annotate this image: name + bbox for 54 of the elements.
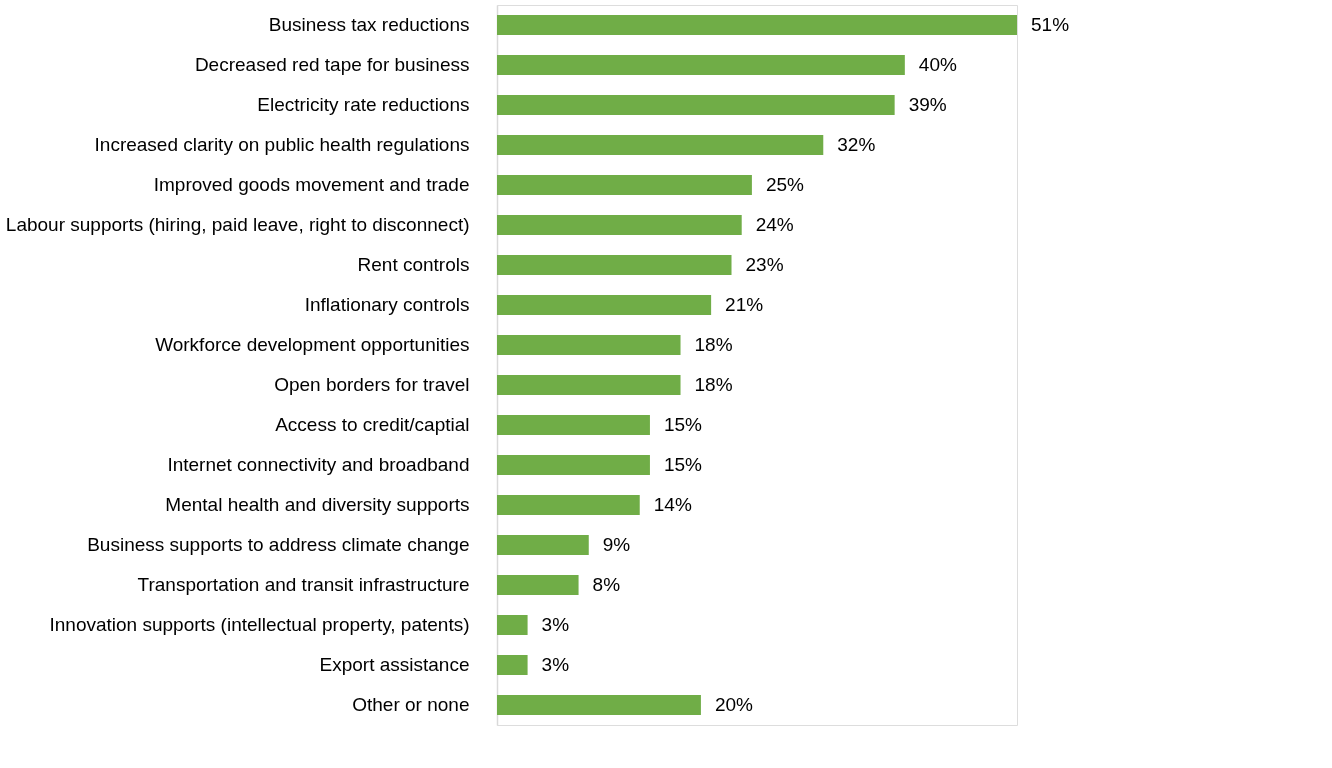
bar: [497, 175, 752, 195]
data-label: 15%: [663, 414, 703, 435]
y-tick-label: Decreased red tape for business: [194, 54, 470, 75]
data-label: 9%: [602, 534, 631, 555]
y-tick-label: Other or none: [352, 694, 470, 715]
y-tick-label: Rent controls: [357, 254, 470, 275]
data-label: 18%: [694, 334, 733, 355]
y-tick-label: Workforce development opportunities: [155, 334, 470, 355]
y-tick-label: Inflationary controls: [304, 294, 470, 315]
data-label: 15%: [663, 454, 703, 475]
bar: [497, 295, 712, 315]
y-tick-label: Business tax reductions: [268, 14, 470, 35]
bar: [497, 615, 528, 635]
bar: [497, 335, 681, 355]
y-tick-label: Internet connectivity and broadband: [167, 454, 470, 475]
bar: [497, 535, 589, 555]
data-label: 3%: [541, 654, 570, 675]
data-label: 40%: [918, 54, 957, 75]
data-label: 14%: [653, 494, 692, 515]
y-tick-label: Electricity rate reductions: [257, 94, 470, 115]
data-label: 3%: [541, 614, 570, 635]
bar: [497, 415, 650, 435]
bar: [497, 495, 640, 515]
y-tick-label: Access to credit/captial: [275, 414, 470, 435]
data-label: 32%: [837, 134, 876, 155]
y-tick-label: Export assistance: [319, 654, 470, 675]
bar: [497, 695, 701, 715]
bar: [497, 655, 528, 675]
y-tick-label: Increased clarity on public health regulations: [94, 134, 470, 155]
y-tick-label: Business supports to address climate change: [87, 534, 470, 555]
y-tick-label: Labour supports (hiring, paid leave, right to disconnect): [5, 214, 470, 235]
bar: [497, 375, 681, 395]
bar: [497, 55, 905, 75]
data-label: 25%: [765, 174, 805, 195]
data-label: 20%: [714, 694, 754, 715]
bar: [497, 255, 732, 275]
data-label: 8%: [592, 574, 621, 595]
bar: [497, 15, 1017, 35]
bar: [497, 215, 742, 235]
bar: [497, 135, 824, 155]
data-label: 24%: [755, 214, 794, 235]
data-label: 51%: [1031, 14, 1070, 35]
data-label: 21%: [725, 294, 764, 315]
y-tick-label: Transportation and transit infrastructure: [137, 574, 470, 595]
bar: [497, 95, 895, 115]
bar: [497, 455, 650, 475]
data-label: 23%: [745, 254, 784, 275]
data-label: 18%: [694, 374, 733, 395]
y-tick-label: Innovation supports (intellectual property, patents): [49, 614, 470, 635]
bar: [497, 575, 579, 595]
y-tick-label: Mental health and diversity supports: [165, 494, 470, 515]
y-tick-label: Improved goods movement and trade: [153, 174, 470, 195]
data-label: 39%: [908, 94, 947, 115]
y-tick-label: Open borders for travel: [274, 374, 470, 395]
